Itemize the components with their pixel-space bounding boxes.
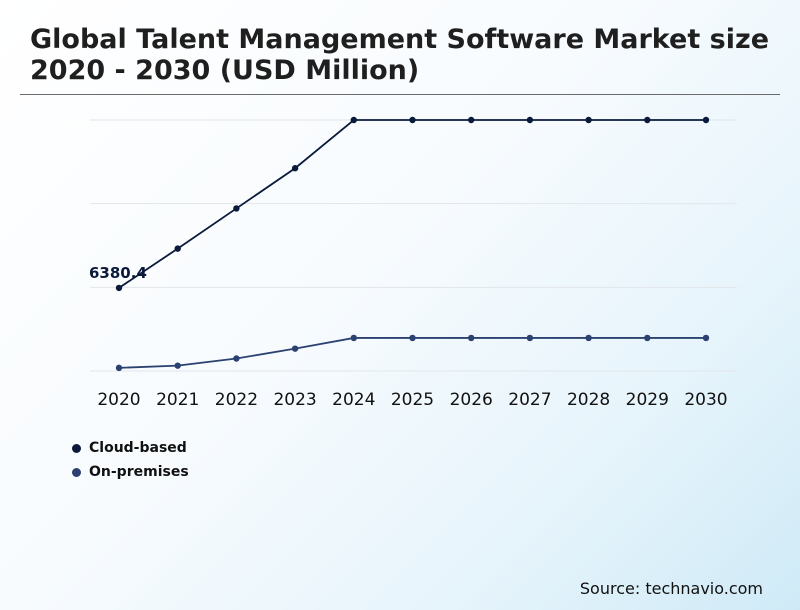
- data-point-on-premises: [468, 334, 475, 342]
- data-point-cloud-based: [585, 116, 592, 124]
- data-point-on-premises: [526, 334, 534, 342]
- x-tick-label: 2020: [97, 390, 140, 410]
- legend: Cloud-based On-premises: [72, 436, 189, 484]
- data-point-cloud-based: [291, 165, 299, 172]
- data-point-on-premises: [115, 364, 123, 372]
- legend-label-on-premises: On-premises: [89, 464, 189, 480]
- x-tick-label: 2024: [332, 390, 375, 410]
- data-point-on-premises: [233, 355, 240, 362]
- data-point-cloud-based: [702, 116, 710, 124]
- data-point-cloud-based: [233, 205, 240, 212]
- data-label: 6380.4: [89, 264, 147, 282]
- data-point-on-premises: [702, 334, 710, 342]
- data-point-on-premises: [174, 362, 181, 369]
- data-point-cloud-based: [115, 284, 123, 292]
- legend-label-cloud-based: Cloud-based: [89, 440, 187, 456]
- data-point-on-premises: [291, 345, 299, 352]
- x-tick-label: 2023: [273, 390, 316, 410]
- legend-marker-cloud-based: [72, 443, 81, 453]
- legend-marker-on-premises: [72, 467, 81, 477]
- title-divider: [20, 94, 780, 95]
- x-tick-label: 2026: [450, 390, 493, 410]
- x-axis-ticks: 2020 2021 2022 2023 2024 2025 2026 2027 2028 2029…: [97, 390, 727, 410]
- data-point-cloud-based: [526, 116, 534, 124]
- x-tick-label: 2030: [684, 390, 727, 410]
- gridlines: [90, 119, 737, 372]
- legend-item-cloud-based[interactable]: Cloud-based: [72, 436, 189, 460]
- x-tick-label: 2027: [508, 390, 551, 410]
- x-tick-label: 2028: [567, 390, 610, 410]
- data-point-cloud-based: [644, 116, 651, 124]
- chart-title: Global Talent Management Software Market…: [30, 24, 770, 86]
- x-tick-label: 2022: [215, 390, 258, 410]
- data-point-cloud-based: [350, 116, 357, 124]
- data-point-cloud-based: [174, 245, 181, 252]
- data-point-on-premises: [350, 334, 357, 342]
- legend-item-on-premises[interactable]: On-premises: [72, 460, 189, 484]
- series-points: [115, 116, 710, 372]
- x-tick-label: 2021: [156, 390, 199, 410]
- data-point-on-premises: [409, 334, 416, 342]
- series-lines: [118, 119, 706, 369]
- series-line-on-premises: [118, 337, 706, 369]
- data-point-cloud-based: [468, 116, 475, 124]
- data-point-on-premises: [585, 334, 592, 342]
- source-credit: Source: technavio.com: [579, 579, 763, 598]
- data-point-on-premises: [644, 334, 651, 342]
- data-point-cloud-based: [409, 116, 416, 124]
- x-tick-label: 2025: [391, 390, 434, 410]
- annotations: 6380.4: [89, 264, 147, 282]
- x-tick-label: 2029: [626, 390, 669, 410]
